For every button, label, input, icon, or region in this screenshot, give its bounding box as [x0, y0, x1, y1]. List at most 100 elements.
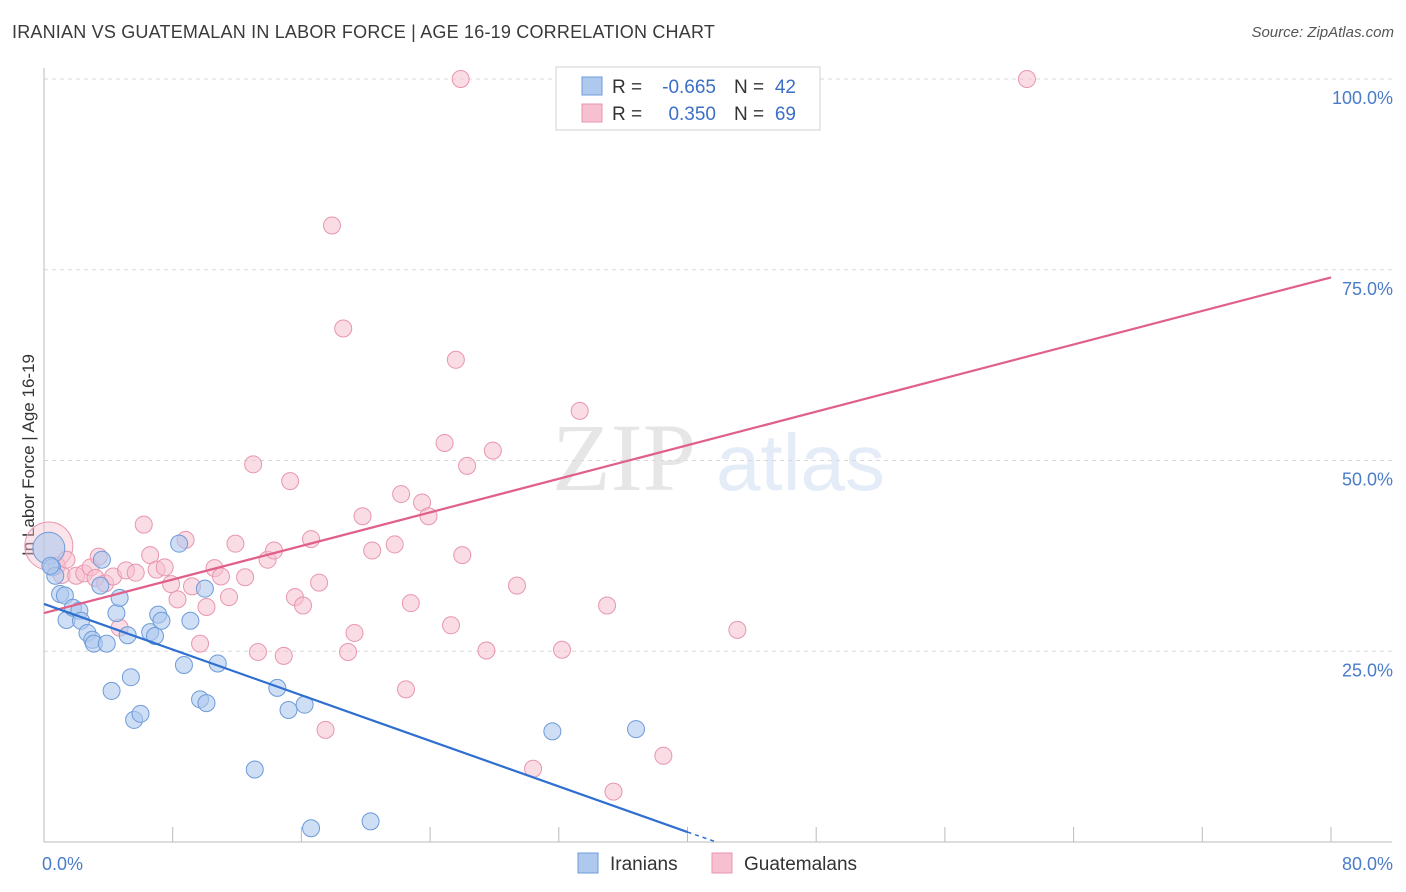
- y-tick-label: 50.0%: [1342, 470, 1393, 490]
- axes: [43, 68, 1392, 843]
- guatemalans-point: [477, 641, 496, 660]
- legend-r-label: R =: [612, 104, 642, 125]
- guatemalans-point: [598, 596, 617, 615]
- guatemalans-point: [155, 558, 174, 577]
- y-axis-label: In Labor Force | Age 16-19: [19, 354, 38, 556]
- guatemalans-point: [281, 472, 300, 491]
- guatemalans-trend-line: [43, 276, 1332, 615]
- guatemalans-point: [553, 640, 572, 659]
- iranians-point: [268, 678, 287, 697]
- guatemalans-point: [211, 567, 230, 586]
- iranians-point: [627, 720, 646, 739]
- iranians-point: [131, 704, 150, 723]
- watermark-atlas: atlas: [716, 418, 885, 507]
- iranians-point: [245, 760, 264, 779]
- guatemalans-point: [654, 746, 673, 765]
- legend-n-value: 69: [775, 104, 796, 125]
- guatemalans-point: [507, 576, 526, 595]
- guatemalans-point: [396, 680, 415, 699]
- guatemalans-point: [453, 546, 472, 565]
- iranians-point: [91, 576, 110, 595]
- iranians-point: [174, 655, 193, 674]
- iranians-point: [102, 681, 121, 700]
- bottom-legend-iranians: Iranians: [610, 854, 678, 875]
- iranians-point: [146, 626, 165, 645]
- guatemalans-point: [435, 433, 454, 452]
- guatemalans-point: [339, 643, 358, 662]
- gridlines: [44, 78, 1392, 652]
- guatemalans-point: [248, 643, 267, 662]
- guatemalans-point: [446, 350, 465, 369]
- bottom-legend-guatemalans: Guatemalans: [744, 854, 857, 875]
- iranians-point: [41, 556, 60, 575]
- iranians-trend-line: [43, 602, 688, 834]
- x-tick-labels: 0.0% 80.0%: [42, 854, 1393, 874]
- trend-lines: [43, 276, 1332, 843]
- iranians-point: [279, 701, 298, 720]
- guatemalans-point: [294, 596, 313, 615]
- guatemalans-point: [274, 646, 293, 665]
- guatemalans-point: [334, 319, 353, 338]
- guatemalans-point: [168, 590, 187, 609]
- legend-n-value: 42: [775, 77, 796, 98]
- iranians-point: [361, 812, 380, 831]
- bottom-legend-swatch-iranians: [577, 852, 599, 874]
- iranians-point: [302, 819, 321, 838]
- guatemalans-point: [220, 588, 239, 607]
- legend-swatch-iranians: [581, 76, 603, 96]
- guatemalans-point: [458, 456, 477, 475]
- iranians-point: [152, 611, 171, 630]
- guatemalans-point: [236, 568, 255, 587]
- watermark-zip: ZIP: [552, 404, 696, 511]
- iranians-point: [92, 550, 111, 569]
- guatemalans-point: [316, 720, 335, 739]
- legend-n-label: N =: [734, 77, 764, 98]
- guatemalans-point: [385, 535, 404, 554]
- iranians-trend-extension: [687, 831, 717, 843]
- guatemalans-point: [310, 573, 329, 592]
- iranians-point: [107, 604, 126, 623]
- guatemalans-point: [363, 541, 382, 560]
- guatemalans-point: [483, 441, 502, 460]
- iranians-point: [197, 694, 216, 713]
- guatemalans-point: [442, 616, 461, 635]
- guatemalans-point: [134, 515, 153, 534]
- legend-swatch-guatemalans: [581, 103, 603, 123]
- guatemalans-point: [570, 401, 589, 420]
- legend-r-value: -0.665: [662, 77, 716, 98]
- guatemalans-point: [728, 620, 747, 639]
- guatemalans-point: [197, 597, 216, 616]
- iranians-point: [97, 634, 116, 653]
- guatemalans-point: [392, 485, 411, 504]
- chart-title: IRANIAN VS GUATEMALAN IN LABOR FORCE | A…: [12, 22, 716, 42]
- correlation-legend: R = -0.665 N = 42 R = 0.350 N = 69: [555, 66, 821, 131]
- y-tick-label: 25.0%: [1342, 660, 1393, 680]
- x-tick-label: 80.0%: [1342, 854, 1393, 874]
- guatemalans-point: [322, 216, 341, 235]
- y-tick-label: 100.0%: [1332, 88, 1393, 108]
- series-legend: Iranians Guatemalans: [577, 852, 857, 875]
- iranians-point: [181, 611, 200, 630]
- guatemalans-point: [451, 70, 470, 88]
- iranians-point: [170, 534, 189, 553]
- guatemalans-point: [401, 594, 420, 613]
- guatemalans-point: [353, 507, 372, 526]
- x-tick-label: 0.0%: [42, 854, 83, 874]
- guatemalans-point: [126, 563, 145, 582]
- source-credit: Source: ZipAtlas.com: [1251, 24, 1394, 41]
- legend-r-value: 0.350: [668, 104, 716, 125]
- watermark: ZIP atlas: [552, 404, 885, 511]
- y-tick-labels: 25.0% 50.0% 75.0% 100.0%: [1332, 88, 1393, 680]
- legend-n-label: N =: [734, 104, 764, 125]
- guatemalans-point: [244, 455, 263, 474]
- guatemalans-point: [191, 634, 210, 653]
- y-tick-label: 75.0%: [1342, 279, 1393, 299]
- legend-r-label: R =: [612, 77, 642, 98]
- iranians-point: [121, 668, 140, 687]
- guatemalans-point: [345, 623, 364, 642]
- guatemalans-point: [604, 782, 623, 801]
- guatemalans-point: [226, 534, 245, 553]
- bottom-legend-swatch-guatemalans: [711, 852, 733, 874]
- iranians-point: [543, 722, 562, 741]
